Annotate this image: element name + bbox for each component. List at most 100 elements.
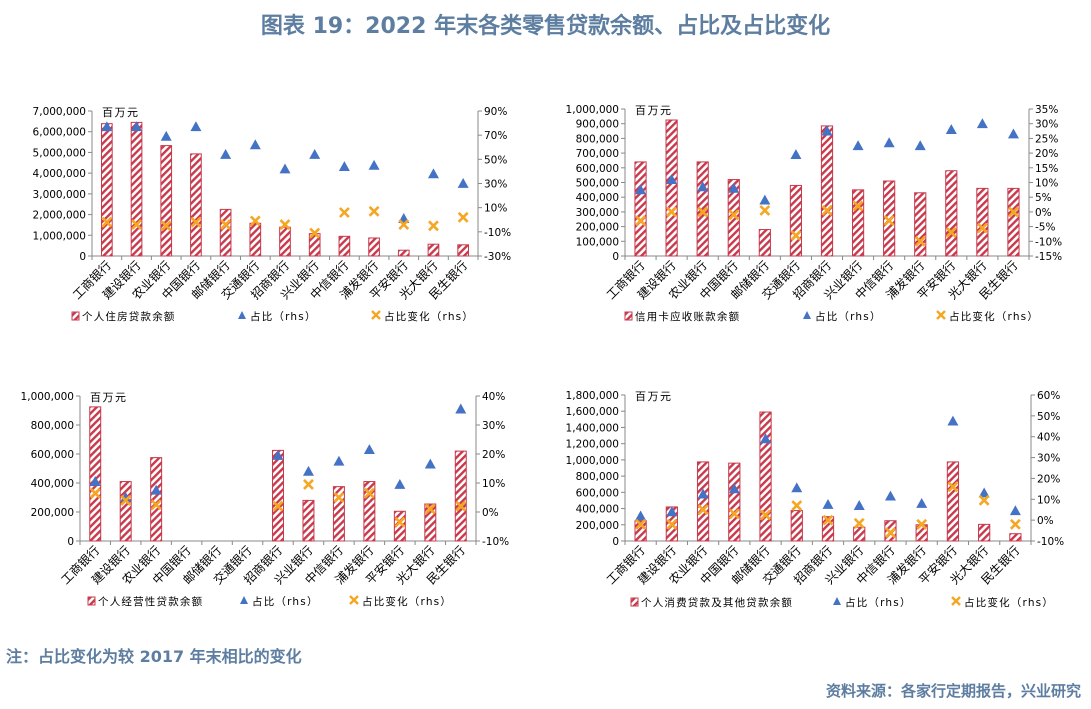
legend-item-share: 占比（rhs） <box>240 595 319 608</box>
legend-swatch-bar <box>624 311 633 321</box>
bar <box>397 249 410 257</box>
change-stroke <box>822 514 834 526</box>
bar <box>914 192 927 257</box>
bar <box>332 486 345 542</box>
y2-tick-label: 60% <box>1037 390 1060 402</box>
y2-tick-label: 10% <box>482 478 505 490</box>
y-tick-label: 800,000 <box>576 471 619 483</box>
y-tick-label: 7,000,000 <box>33 106 86 118</box>
legend-label: 占比（rhs） <box>250 310 317 323</box>
change-point <box>791 500 803 511</box>
share-point <box>978 487 990 498</box>
bar <box>150 457 163 542</box>
y2-tick-label: -10% <box>1037 536 1064 548</box>
change-stroke <box>883 215 895 227</box>
y-tick-label: 600,000 <box>31 449 74 461</box>
change-point <box>852 200 864 212</box>
legend-item-change: 占比变化（rhs） <box>951 596 1053 609</box>
change-point <box>120 494 132 506</box>
y2-tick-label: 0% <box>482 507 499 519</box>
bar <box>946 461 960 542</box>
change-point <box>821 205 833 216</box>
change-point <box>131 219 142 231</box>
share-point <box>635 184 647 195</box>
share-point <box>279 163 291 174</box>
change-stroke <box>1009 518 1021 530</box>
y-tick-label: 1,200,000 <box>566 439 619 451</box>
share-point <box>1007 128 1019 139</box>
change-point <box>457 211 469 223</box>
legend-label: 占比变化（rhs） <box>362 595 452 608</box>
bar <box>363 481 376 542</box>
share-point <box>160 130 172 141</box>
bar <box>279 226 291 257</box>
change-stroke <box>120 494 132 506</box>
share-point <box>457 178 469 188</box>
change-stroke <box>220 219 232 231</box>
share-point <box>760 433 772 444</box>
change-stroke <box>821 205 833 216</box>
change-point <box>885 527 896 539</box>
bar <box>101 123 113 257</box>
y-tick-label: 600,000 <box>576 163 619 175</box>
change-stroke <box>272 500 284 512</box>
y-tick-label: 800,000 <box>576 133 619 145</box>
y2-tick-label: -10% <box>484 227 511 239</box>
change-point <box>424 503 436 515</box>
change-stroke <box>394 516 406 528</box>
share-point <box>220 149 232 159</box>
share-point <box>759 194 771 205</box>
share-point <box>853 500 865 510</box>
bar <box>728 462 741 542</box>
share-point <box>455 403 467 414</box>
y-tick-label: 700,000 <box>576 148 619 160</box>
legend-swatch-bar <box>87 596 96 606</box>
bar <box>119 481 132 542</box>
change-stroke <box>368 205 380 217</box>
change-point <box>916 518 928 530</box>
bar <box>945 170 958 257</box>
y-tick-label: 0 <box>67 536 74 548</box>
change-point <box>666 206 678 218</box>
change-stroke <box>916 518 928 530</box>
change-point <box>363 487 375 499</box>
share-point <box>947 415 959 426</box>
unit-label: 百万元 <box>102 106 140 119</box>
share-point <box>822 499 834 509</box>
legend-label: 占比（rhs） <box>252 595 319 608</box>
share-point <box>635 510 647 521</box>
change-point <box>150 499 162 511</box>
bar <box>758 229 771 257</box>
change-stroke <box>1008 206 1019 218</box>
change-point <box>160 220 172 232</box>
y2-tick-label: 30% <box>482 420 505 432</box>
share-point <box>338 161 350 171</box>
change-stroke <box>760 509 771 521</box>
bar <box>851 189 865 257</box>
y2-tick-label: -30% <box>484 251 511 263</box>
share-point <box>728 483 740 494</box>
change-stroke <box>947 481 959 493</box>
y2-tick-label: 20% <box>1037 473 1060 485</box>
bar <box>457 244 469 257</box>
chart-credit-card: 1,000,000 900,000 800,000 700,000 600,000 500… <box>566 104 1063 323</box>
y2-tick-label: 25% <box>1035 133 1058 145</box>
change-point <box>89 487 101 499</box>
y2-tick-label: 10% <box>1037 494 1060 506</box>
change-stroke <box>131 219 142 231</box>
y2-tick-label: 50% <box>1037 411 1060 423</box>
y-tick-label: 3,000,000 <box>33 189 86 201</box>
legend-item-change: 占比变化（rhs） <box>936 310 1038 323</box>
change-point <box>398 219 410 231</box>
legend-swatch-change <box>951 596 961 606</box>
y-tick-label: 5,000,000 <box>33 147 86 159</box>
y-tick-label: 500,000 <box>576 178 619 190</box>
change-point <box>272 500 284 512</box>
y-tick-label: 200,000 <box>31 507 74 519</box>
change-point <box>853 517 865 529</box>
legend-item-bar: 个人消费贷款及其他贷款余额 <box>630 596 792 609</box>
change-stroke <box>635 215 646 227</box>
change-stroke <box>697 206 709 218</box>
y2-tick-label: 10% <box>484 203 507 215</box>
legend-item-share: 占比（rhs） <box>238 310 317 323</box>
